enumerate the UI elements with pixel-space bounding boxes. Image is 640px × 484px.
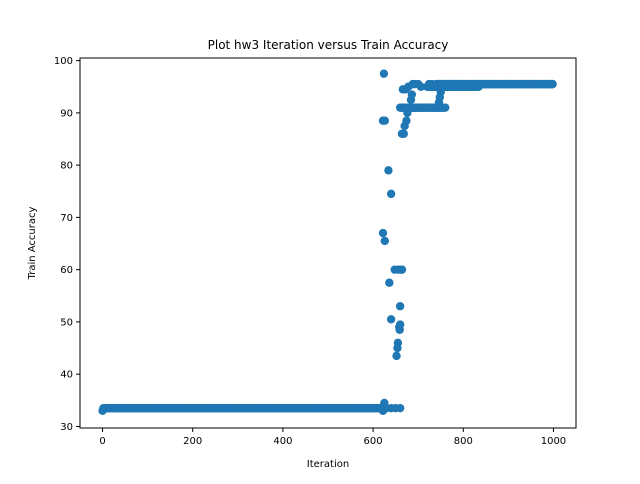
data-point	[416, 82, 426, 91]
data-point	[441, 103, 450, 112]
data-point	[548, 79, 557, 89]
data-point	[386, 315, 396, 324]
chart-title: Plot hw3 Iteration versus Train Accuracy	[208, 38, 449, 52]
data-point	[385, 278, 394, 287]
data-point	[412, 103, 421, 112]
data-point	[531, 79, 540, 89]
data-point	[392, 351, 401, 361]
data-point	[504, 79, 513, 89]
y-tick-label: 60	[60, 265, 73, 276]
data-point	[399, 129, 408, 138]
y-axis-ticks: 30 40 50 60 70 80 90 100	[54, 56, 80, 433]
y-tick-label: 40	[60, 370, 73, 381]
scatter-points	[98, 69, 557, 415]
data-point	[395, 320, 405, 329]
data-point	[475, 79, 484, 89]
data-point	[407, 90, 417, 99]
x-tick-label: 400	[273, 436, 292, 447]
data-point	[384, 166, 393, 175]
plot-frame	[79, 57, 577, 429]
data-point	[490, 79, 500, 89]
x-tick-label: 1000	[541, 436, 566, 447]
data-point	[378, 228, 388, 238]
data-point	[393, 338, 403, 348]
x-tick-label: 0	[99, 436, 105, 447]
x-axis-label: Iteration	[307, 459, 349, 470]
y-tick-label: 100	[54, 56, 73, 67]
x-tick-label: 600	[364, 436, 383, 447]
y-tick-label: 90	[60, 108, 73, 119]
x-axis-ticks: 0 200 400 600 800 1000	[99, 428, 566, 447]
data-point	[397, 265, 407, 274]
data-point	[423, 103, 432, 112]
x-tick-label: 200	[183, 436, 202, 447]
data-point	[99, 403, 108, 413]
data-point	[386, 189, 396, 199]
data-point	[380, 116, 390, 125]
data-point	[481, 79, 491, 89]
data-point	[382, 403, 391, 413]
data-point	[427, 79, 436, 89]
y-axis-label: Train Accuracy	[27, 207, 38, 281]
data-point	[517, 79, 527, 89]
data-point	[395, 302, 405, 311]
y-tick-label: 50	[60, 317, 73, 328]
y-tick-label: 80	[60, 161, 73, 172]
data-point	[402, 116, 411, 125]
data-point	[380, 236, 390, 246]
x-tick-label: 800	[454, 436, 473, 447]
y-tick-label: 30	[60, 422, 73, 433]
data-point	[395, 403, 405, 413]
y-tick-label: 70	[60, 213, 73, 224]
data-point	[379, 69, 389, 78]
